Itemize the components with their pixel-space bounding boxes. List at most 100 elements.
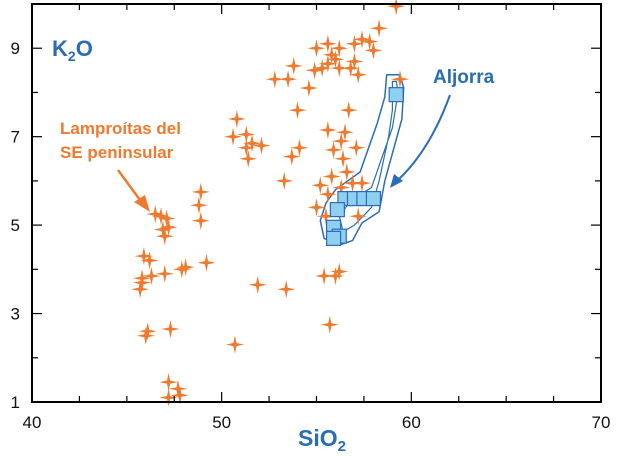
lamproita-point <box>133 273 151 292</box>
lamproita-point <box>252 136 271 155</box>
lamproita-point <box>322 167 341 186</box>
lamproita-point <box>134 247 153 266</box>
lamproita-point <box>225 335 244 354</box>
lamproita-point <box>318 121 337 139</box>
lamproita-point <box>349 207 368 226</box>
lamproita-point <box>324 140 343 159</box>
lamproita-point <box>279 70 298 89</box>
lamproita-point <box>237 138 256 157</box>
lamproita-point <box>169 379 187 398</box>
lamproita-point <box>370 19 389 38</box>
lamproita-point <box>311 176 330 195</box>
lamproita-point <box>290 138 309 157</box>
lamproita-point <box>336 123 354 142</box>
lamproita-point <box>176 258 195 277</box>
axes-layer <box>31 3 602 403</box>
lamproita-point <box>313 59 332 78</box>
lamproita-point <box>322 45 341 64</box>
lamproita-point <box>341 59 360 78</box>
lamproita-point <box>248 275 267 294</box>
lamproita-point <box>239 149 258 168</box>
lamproita-point <box>307 198 326 217</box>
lamproita-point <box>330 59 349 78</box>
lamproita-point <box>227 110 246 128</box>
aljorra-point <box>329 202 345 218</box>
lamproita-point <box>337 163 356 181</box>
lamproita-point <box>326 50 345 69</box>
lamproita-point <box>243 134 261 153</box>
aljorra-point <box>325 230 342 246</box>
lamproita-point <box>146 205 165 224</box>
tick-labels-layer: 40 50 60 70 1 3 5 7 9 <box>11 39 611 432</box>
lamproita-point <box>224 127 242 146</box>
aljorra-outline-inner <box>338 80 399 233</box>
y-axis-title-suffix: O <box>76 36 93 61</box>
lamproita-point <box>349 65 368 84</box>
lamproita-point <box>159 388 178 407</box>
aljorra-point <box>388 87 404 103</box>
lamproita-point <box>277 280 296 299</box>
lamproita-point <box>318 185 337 204</box>
lamproita-point <box>299 79 318 97</box>
lamproita-point <box>159 373 178 392</box>
lamproita-point <box>345 52 364 71</box>
lamproita-point <box>353 30 371 49</box>
y-axis-title: K2O <box>52 36 93 64</box>
lamproita-point <box>364 41 383 60</box>
lamproitas-annotation-line2: SE peninsular <box>60 143 174 162</box>
x-axis-title-main: SiO <box>298 425 338 451</box>
lamproita-point <box>307 39 326 58</box>
y-tick-label: 1 <box>11 393 20 412</box>
y-tick-label: 7 <box>11 128 20 147</box>
lamproita-point <box>170 386 189 405</box>
lamproita-point <box>326 267 345 285</box>
y-axis-title-main: K <box>52 36 68 61</box>
lamproita-point <box>197 253 216 272</box>
lamproita-point <box>330 39 349 58</box>
lamproita-point <box>347 138 366 157</box>
lamproita-point <box>305 61 324 80</box>
x-tick-label: 40 <box>23 413 42 432</box>
lamproita-point <box>275 171 294 190</box>
lamproita-point <box>288 101 307 120</box>
lamproita-point <box>317 207 335 226</box>
lamproita-point <box>131 280 150 299</box>
lamproita-point <box>138 322 157 341</box>
y-tick-label: 5 <box>11 216 20 235</box>
lamproita-point <box>339 101 358 120</box>
lamproita-point <box>318 34 337 53</box>
lamproita-point <box>142 267 161 285</box>
lamproita-point <box>237 125 256 144</box>
lamproita-point <box>191 182 210 201</box>
lamproita-point <box>284 56 303 75</box>
lamproita-point <box>282 147 301 166</box>
lamproita-point <box>155 227 174 246</box>
x-axis-title-subscript: 2 <box>338 438 346 455</box>
lamproita-point <box>172 260 191 279</box>
lamproita-point <box>387 0 406 16</box>
lamproita-point <box>391 70 409 89</box>
x-tick-label: 50 <box>212 413 231 432</box>
lamproita-point <box>315 267 334 285</box>
lamproita-point <box>343 174 362 193</box>
lamproita-point <box>332 178 351 197</box>
lamproita-point <box>191 211 210 230</box>
lamproita-point <box>152 207 170 226</box>
lamproita-point <box>334 149 353 168</box>
lamproita-point <box>320 315 339 334</box>
lamproita-point <box>353 174 371 193</box>
lamproita-point <box>189 196 208 215</box>
x-tick-label: 70 <box>592 413 611 432</box>
lamproitas-arrow-shaft <box>116 169 145 205</box>
lamproitas-annotation-line1: Lamproítas del <box>60 119 181 138</box>
aljorra-arrow-head <box>390 174 403 188</box>
lamproita-point <box>157 209 176 228</box>
lamproita-point <box>332 132 351 151</box>
lamproita-point <box>345 34 364 53</box>
y-axis-title-subscript: 2 <box>68 48 76 64</box>
lamproita-point <box>140 251 159 270</box>
lamproita-point <box>161 320 180 338</box>
lamproita-point <box>360 32 379 51</box>
y-tick-label: 3 <box>11 305 20 324</box>
